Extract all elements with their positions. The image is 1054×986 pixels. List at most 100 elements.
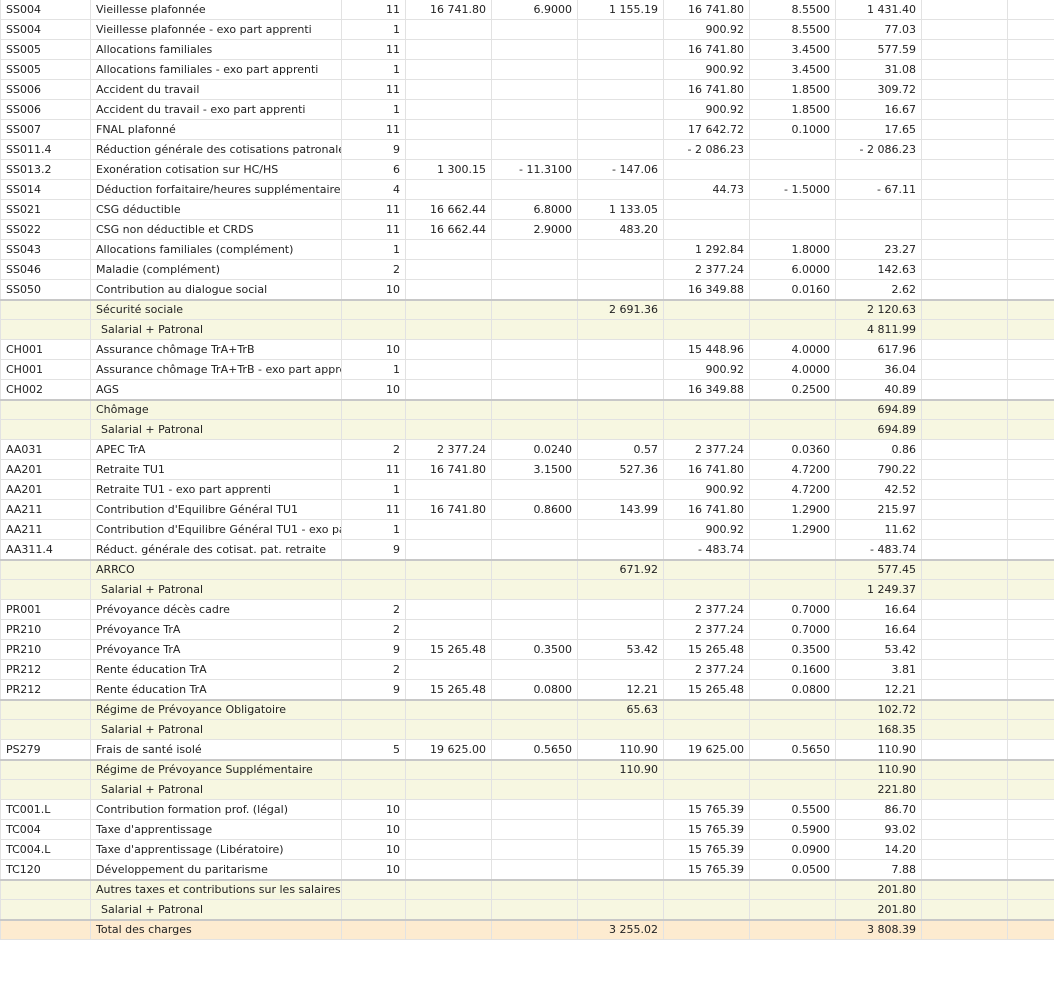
table-cell (921, 499, 1008, 520)
table-cell (1007, 179, 1054, 200)
table-cell: 65.63 (577, 698, 664, 720)
table-cell: 11.62 (835, 519, 922, 540)
table-cell: 16 741.80 (405, 459, 492, 480)
table-cell (749, 398, 836, 420)
table-cell: 1 133.05 (577, 199, 664, 220)
table-cell: 42.52 (835, 479, 922, 500)
table-cell (577, 878, 664, 900)
table-cell: - 2 086.23 (835, 139, 922, 160)
table-cell (577, 779, 664, 800)
table-row: Total des charges 3 255.02 3 808.39 (0, 918, 1054, 940)
table-cell: 2 (341, 619, 406, 640)
table-row: SS005 Allocations familiales - exo part a… (0, 59, 1054, 80)
table-cell: Développement du paritarisme (90, 859, 342, 880)
table-cell: 1 (341, 59, 406, 80)
table-cell (577, 59, 664, 80)
table-cell (405, 319, 492, 340)
table-cell (405, 558, 492, 580)
table-cell: FNAL plafonné (90, 119, 342, 140)
table-cell: 31.08 (835, 59, 922, 80)
table-cell (921, 419, 1008, 440)
table-row: SS005 Allocations familiales 11 16 741.80 3.… (0, 39, 1054, 60)
table-cell (663, 159, 750, 180)
table-cell (577, 359, 664, 380)
table-cell: Chômage (90, 398, 342, 420)
table-cell: 617.96 (835, 339, 922, 360)
table-cell: 0.0160 (749, 279, 836, 300)
table-cell: 93.02 (835, 819, 922, 840)
table-cell: 10 (341, 859, 406, 880)
table-cell (491, 878, 578, 900)
table-cell (663, 918, 750, 940)
table-row: TC004 Taxe d'apprentissage 10 15 765.39 0.59… (0, 819, 1054, 840)
table-cell (1007, 619, 1054, 640)
table-cell: 2 377.24 (663, 259, 750, 280)
table-cell: 15 265.48 (663, 679, 750, 700)
table-cell (405, 579, 492, 600)
table-cell (577, 19, 664, 40)
table-cell: 4 811.99 (835, 319, 922, 340)
table-cell: 0.0800 (749, 679, 836, 700)
table-cell: 16 741.80 (663, 39, 750, 60)
table-cell (491, 139, 578, 160)
table-cell: Contribution d'Equilibre Général TU1 - e… (90, 519, 342, 540)
table-cell (577, 799, 664, 820)
table-cell: 19 625.00 (663, 739, 750, 760)
table-cell: 10 (341, 819, 406, 840)
table-cell (1007, 319, 1054, 340)
table-cell (577, 899, 664, 920)
table-cell: CH002 (0, 379, 91, 400)
table-cell (749, 139, 836, 160)
table-cell (921, 479, 1008, 500)
table-cell (491, 279, 578, 300)
table-cell: 11 (341, 499, 406, 520)
table-cell: 143.99 (577, 499, 664, 520)
table-cell: SS011.4 (0, 139, 91, 160)
table-cell (491, 179, 578, 200)
table-cell (1007, 779, 1054, 800)
table-cell: 9 (341, 139, 406, 160)
table-cell (577, 39, 664, 60)
table-cell (749, 579, 836, 600)
table-cell: Retraite TU1 - exo part apprenti (90, 479, 342, 500)
table-cell: 53.42 (835, 639, 922, 660)
table-cell: 23.27 (835, 239, 922, 260)
table-row: CH002 AGS 10 16 349.88 0.2500 40.89 (0, 379, 1054, 400)
table-cell (1007, 819, 1054, 840)
table-cell: 4 (341, 179, 406, 200)
table-cell: 0.5500 (749, 799, 836, 820)
table-row: SS043 Allocations familiales (complément)… (0, 239, 1054, 260)
table-cell (341, 298, 406, 320)
table-row: PR212 Rente éducation TrA 2 2 377.24 0.1600 3… (0, 659, 1054, 680)
table-cell: Accident du travail (90, 79, 342, 100)
table-cell (0, 719, 91, 740)
table-cell (921, 159, 1008, 180)
table-cell: Salarial + Patronal (90, 719, 342, 740)
table-cell (405, 619, 492, 640)
table-cell: 6.9000 (491, 0, 578, 20)
table-cell (405, 339, 492, 360)
table-cell (0, 918, 91, 940)
table-cell: 0.57 (577, 439, 664, 460)
table-cell (405, 698, 492, 720)
table-cell (921, 519, 1008, 540)
table-cell: 19 625.00 (405, 739, 492, 760)
table-cell (577, 479, 664, 500)
table-cell: 2 377.24 (663, 619, 750, 640)
table-cell (491, 599, 578, 620)
table-cell: 1 (341, 239, 406, 260)
table-cell: 168.35 (835, 719, 922, 740)
table-cell (491, 99, 578, 120)
table-cell (405, 259, 492, 280)
table-row: Salarial + Patronal 4 811.99 (0, 319, 1054, 340)
table-cell (577, 619, 664, 640)
table-cell (405, 758, 492, 780)
table-cell (491, 519, 578, 540)
table-cell: 201.80 (835, 899, 922, 920)
table-cell: Salarial + Patronal (90, 419, 342, 440)
table-cell (921, 899, 1008, 920)
table-cell: 6.8000 (491, 199, 578, 220)
table-row: ARRCO 671.92 577.45 (0, 558, 1054, 580)
table-cell (1007, 39, 1054, 60)
table-cell: Prévoyance TrA (90, 619, 342, 640)
